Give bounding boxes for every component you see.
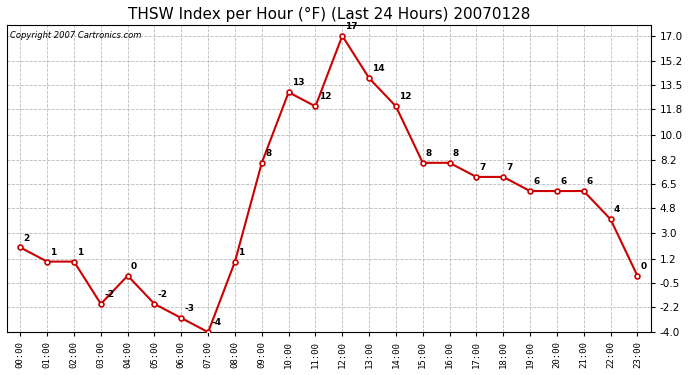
Text: 1: 1: [238, 248, 244, 256]
Text: 1: 1: [77, 248, 83, 256]
Text: 8: 8: [265, 149, 271, 158]
Text: -2: -2: [104, 290, 114, 299]
Text: 1: 1: [50, 248, 57, 256]
Text: -4: -4: [211, 318, 221, 327]
Title: THSW Index per Hour (°F) (Last 24 Hours) 20070128: THSW Index per Hour (°F) (Last 24 Hours)…: [128, 7, 530, 22]
Text: 17: 17: [346, 22, 358, 31]
Text: 7: 7: [480, 163, 486, 172]
Text: 0: 0: [640, 262, 647, 271]
Text: 2: 2: [23, 234, 30, 243]
Text: 6: 6: [533, 177, 540, 186]
Text: 6: 6: [560, 177, 566, 186]
Text: 8: 8: [453, 149, 459, 158]
Text: 14: 14: [373, 64, 385, 73]
Text: Copyright 2007 Cartronics.com: Copyright 2007 Cartronics.com: [10, 31, 141, 40]
Text: -3: -3: [184, 304, 195, 313]
Text: 13: 13: [292, 78, 304, 87]
Text: 0: 0: [131, 262, 137, 271]
Text: 8: 8: [426, 149, 432, 158]
Text: 6: 6: [587, 177, 593, 186]
Text: 4: 4: [614, 206, 620, 214]
Text: 12: 12: [319, 92, 331, 101]
Text: 12: 12: [399, 92, 412, 101]
Text: 7: 7: [506, 163, 513, 172]
Text: -2: -2: [158, 290, 168, 299]
